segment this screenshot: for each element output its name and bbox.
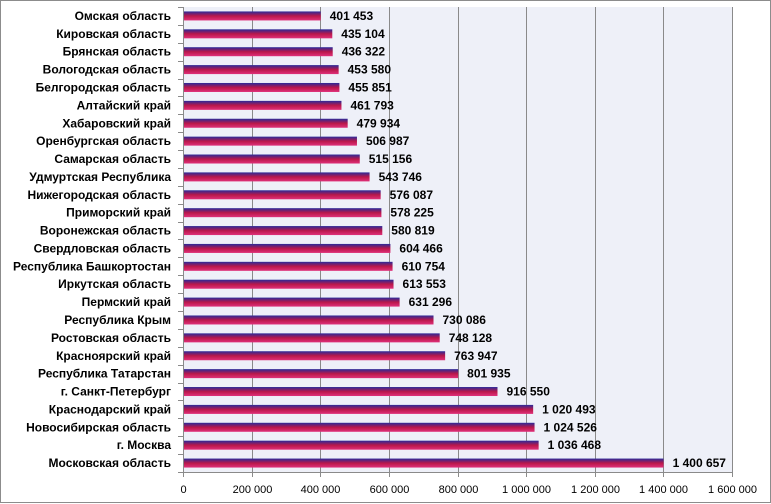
bar xyxy=(184,154,360,164)
value-label: 748 128 xyxy=(449,331,493,345)
category-label: г. Санкт-Петербург xyxy=(61,385,171,399)
value-label: 1 020 493 xyxy=(542,402,596,416)
value-label: 461 793 xyxy=(350,98,394,112)
x-tick-label: 800 000 xyxy=(439,484,479,496)
bar xyxy=(184,440,539,450)
category-label: Нижегородская область xyxy=(27,188,171,202)
bar xyxy=(184,136,357,146)
category-label: Самарская область xyxy=(54,152,171,166)
category-label: Вологодская область xyxy=(43,63,171,77)
bar xyxy=(184,190,381,200)
value-label: 515 156 xyxy=(369,152,413,166)
value-label: 436 322 xyxy=(342,45,386,59)
value-label: 610 754 xyxy=(402,259,446,273)
bar xyxy=(184,404,534,414)
category-label: Воронежская область xyxy=(40,224,171,238)
category-label: Московская область xyxy=(49,456,171,470)
x-tick-label: 1 400 000 xyxy=(639,484,688,496)
value-label: 576 087 xyxy=(390,188,434,202)
category-label: Республика Башкортостан xyxy=(13,259,171,273)
category-label: Удмуртская Республика xyxy=(29,170,171,184)
bar xyxy=(184,387,498,397)
bar xyxy=(184,422,535,432)
value-label: 1 024 526 xyxy=(544,420,598,434)
category-label: Республика Крым xyxy=(64,313,171,327)
x-tick-label: 600 000 xyxy=(370,484,410,496)
value-label: 435 104 xyxy=(341,27,385,41)
x-tick-label: 0 xyxy=(180,484,186,496)
category-label: Иркутская область xyxy=(58,277,171,291)
value-label: 801 935 xyxy=(467,367,511,381)
bar xyxy=(184,47,333,57)
value-label: 479 934 xyxy=(357,116,401,130)
bar xyxy=(184,297,400,307)
bar xyxy=(184,243,391,253)
bars xyxy=(184,11,664,468)
value-label: 580 819 xyxy=(391,224,435,238)
category-label: Хабаровский край xyxy=(62,116,171,130)
category-label: Омская область xyxy=(75,9,171,23)
value-label: 763 947 xyxy=(454,349,498,363)
bar xyxy=(184,333,440,343)
bar xyxy=(184,100,342,110)
value-label: 1 400 657 xyxy=(673,456,727,470)
value-label: 578 225 xyxy=(390,206,434,220)
plot-area xyxy=(183,7,732,472)
bar xyxy=(184,118,348,128)
value-label: 543 746 xyxy=(379,170,423,184)
value-label: 604 466 xyxy=(399,241,443,255)
bar xyxy=(184,226,383,236)
bar xyxy=(184,172,370,182)
value-label: 506 987 xyxy=(366,134,410,148)
x-tick-label: 200 000 xyxy=(233,484,273,496)
category-label: Алтайский край xyxy=(77,98,171,112)
axes: 0 200 000 400 000 600 000 800 000 1 000 000 1 … xyxy=(178,7,757,496)
category-label: Пермский край xyxy=(82,295,171,309)
category-label: Ростовская область xyxy=(51,331,171,345)
bar xyxy=(184,29,333,39)
category-label: Республика Татарстан xyxy=(38,367,171,381)
bar xyxy=(184,315,434,325)
bar xyxy=(184,279,394,289)
bar xyxy=(184,351,446,361)
category-label: Кировская область xyxy=(56,27,171,41)
category-label: г. Москва xyxy=(117,438,172,452)
x-tick-label: 1 000 000 xyxy=(502,484,551,496)
bar xyxy=(184,261,393,271)
value-label: 916 550 xyxy=(506,385,550,399)
category-label: Брянская область xyxy=(63,45,171,59)
bar xyxy=(184,82,340,92)
bar xyxy=(184,369,459,379)
value-label: 401 453 xyxy=(330,9,374,23)
value-label: 613 553 xyxy=(403,277,447,291)
x-tick-label: 1 200 000 xyxy=(571,484,620,496)
bar xyxy=(184,65,339,75)
x-tick-label: 400 000 xyxy=(301,484,341,496)
labels: Омская область 401 453 Кировская область 43… xyxy=(13,9,726,470)
category-label: Белгородская область xyxy=(36,80,171,94)
category-label: Свердловская область xyxy=(34,241,171,255)
value-label: 453 580 xyxy=(348,63,392,77)
bar xyxy=(184,208,382,218)
bar xyxy=(184,458,664,468)
value-label: 455 851 xyxy=(348,80,392,94)
category-label: Новосибирская область xyxy=(26,420,171,434)
value-label: 730 086 xyxy=(443,313,487,327)
value-label: 1 036 468 xyxy=(548,438,602,452)
x-tick-label: 1 600 000 xyxy=(708,484,757,496)
category-label: Красноярский край xyxy=(56,349,171,363)
value-label: 631 296 xyxy=(409,295,453,309)
bar xyxy=(184,11,321,21)
category-label: Оренбургская область xyxy=(36,134,171,148)
category-label: Краснодарский край xyxy=(49,402,171,416)
category-label: Приморский край xyxy=(66,206,171,220)
